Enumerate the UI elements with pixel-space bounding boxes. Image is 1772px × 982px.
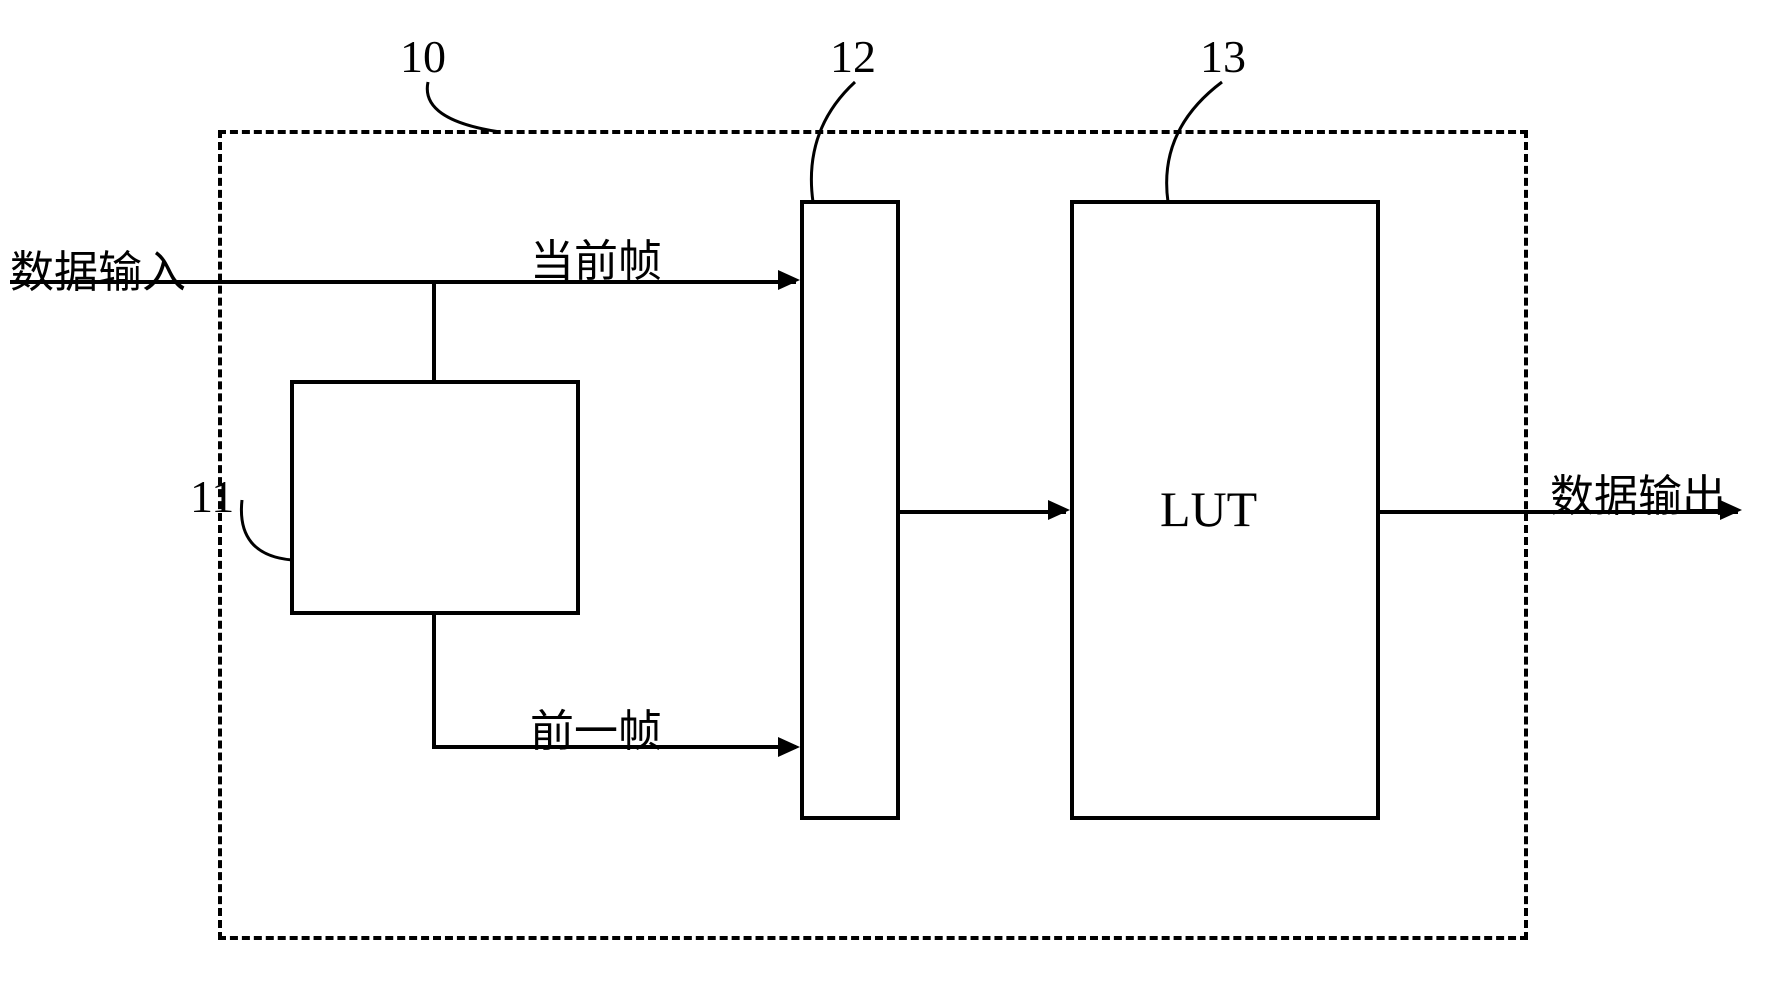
output-arrow-icon [1720,500,1742,520]
input-branch-down-line [432,280,436,380]
leader-10-icon [427,82,500,132]
output-line [1380,510,1738,514]
data-input-label: 数据输入 [10,236,186,300]
input-arrow-icon [778,270,800,290]
ref-label-11: 11 [190,470,234,523]
data-output-label: 数据输出 [1550,460,1726,524]
previous-frame-line [432,745,796,749]
ref-label-13: 13 [1200,30,1246,83]
ref-label-10: 10 [400,30,446,83]
buffer-out-down-line [432,615,436,747]
previous-frame-label: 前一帧 [530,695,662,759]
comp-to-lut-line [900,510,1066,514]
ref-label-12: 12 [830,30,876,83]
buffer-block [290,380,580,615]
diagram-canvas: LUT 10 11 12 13 数据输入 数据输出 当前帧 前一帧 [0,0,1772,982]
lut-block-label: LUT [1160,480,1257,538]
comp-to-lut-arrow-icon [1048,500,1070,520]
comparator-block [800,200,900,820]
previous-frame-arrow-icon [778,737,800,757]
input-line [10,280,796,284]
